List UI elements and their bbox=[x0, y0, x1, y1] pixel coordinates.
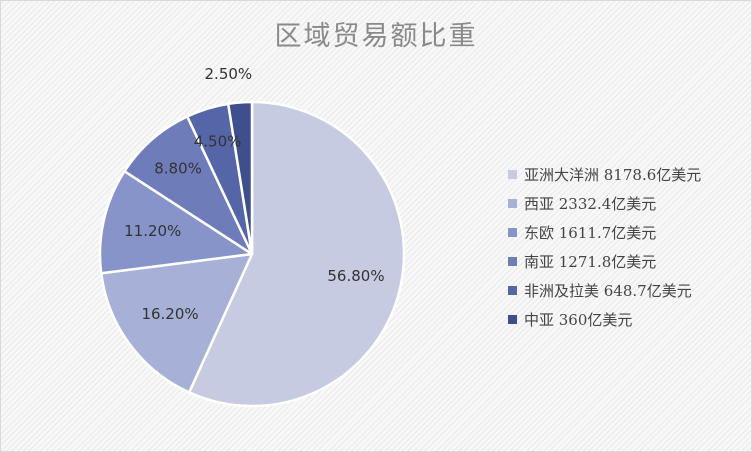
chart-legend: 亚洲大洋洲 8178.6亿美元 西亚 2332.4亿美元 东欧 1611.7亿美元南… bbox=[508, 160, 701, 334]
legend-label-6: 中亚 360亿美元 bbox=[524, 311, 633, 329]
legend-item-2: 西亚 2332.4亿美元 bbox=[508, 189, 701, 218]
slice-label-5: 4.50% bbox=[194, 133, 242, 151]
slice-label-4: 8.80% bbox=[154, 160, 202, 178]
legend-swatch-6 bbox=[508, 315, 517, 324]
legend-item-3: 东欧 1611.7亿美元 bbox=[508, 218, 701, 247]
legend-item-1: 亚洲大洋洲 8178.6亿美元 bbox=[508, 160, 701, 189]
legend-label-5: 非洲及拉美 648.7亿美元 bbox=[524, 282, 692, 300]
legend-label-2: 西亚 2332.4亿美元 bbox=[524, 195, 657, 213]
slice-label-3: 11.20% bbox=[124, 222, 181, 240]
pie-slice-1 bbox=[187, 100, 406, 408]
legend-label-3: 东欧 1611.7亿美元 bbox=[524, 224, 657, 242]
pie-slice-6 bbox=[226, 100, 254, 256]
legend-label-1: 亚洲大洋洲 8178.6亿美元 bbox=[524, 166, 702, 184]
pie-slice-4 bbox=[123, 115, 254, 256]
chart-title: 区域贸易额比重 bbox=[274, 21, 478, 52]
slice-label-2: 16.20% bbox=[141, 305, 198, 323]
legend-item-4: 南亚 1271.8亿美元 bbox=[508, 247, 701, 276]
legend-label-4: 南亚 1271.8亿美元 bbox=[524, 253, 657, 271]
legend-swatch-4 bbox=[508, 257, 517, 266]
legend-item-5: 非洲及拉美 648.7亿美元 bbox=[508, 276, 701, 305]
legend-swatch-1 bbox=[508, 170, 517, 179]
legend-swatch-3 bbox=[508, 228, 517, 237]
legend-swatch-2 bbox=[508, 199, 517, 208]
legend-swatch-5 bbox=[508, 286, 517, 295]
slice-label-1: 56.80% bbox=[327, 267, 384, 285]
legend-item-6: 中亚 360亿美元 bbox=[508, 305, 701, 334]
pie-slice-2 bbox=[99, 252, 254, 394]
pie-slice-3 bbox=[98, 169, 254, 275]
slice-label-6: 2.50% bbox=[205, 65, 253, 83]
